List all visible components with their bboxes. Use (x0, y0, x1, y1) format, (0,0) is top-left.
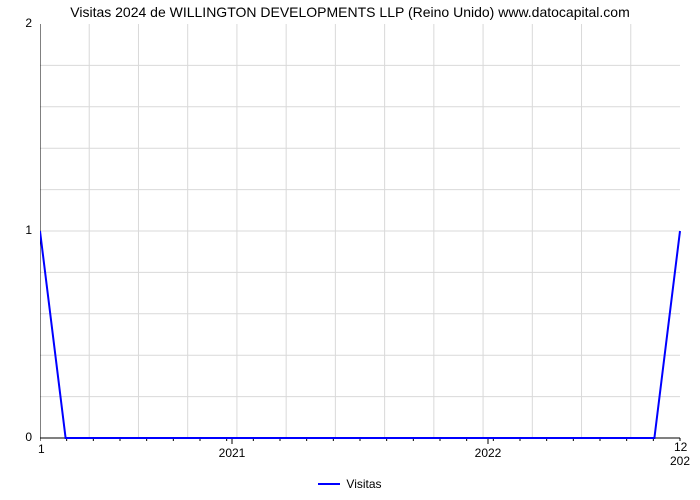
legend-label: Visitas (346, 477, 381, 491)
legend: Visitas (0, 476, 700, 491)
y-tick-label: 2 (12, 16, 32, 30)
chart-plot (40, 24, 682, 450)
chart-title: Visitas 2024 de WILLINGTON DEVELOPMENTS … (0, 4, 700, 20)
x-axis-left-label: 1 (38, 442, 45, 456)
x-tick-label: 2021 (219, 446, 246, 460)
legend-swatch (318, 483, 340, 485)
y-tick-label: 0 (12, 430, 32, 444)
x-axis-right-label-1: 12 (674, 440, 687, 454)
chart-container: Visitas 2024 de WILLINGTON DEVELOPMENTS … (0, 0, 700, 500)
x-tick-label: 2022 (475, 446, 502, 460)
y-tick-label: 1 (12, 223, 32, 237)
x-axis-right-label-2: 202 (670, 454, 690, 468)
